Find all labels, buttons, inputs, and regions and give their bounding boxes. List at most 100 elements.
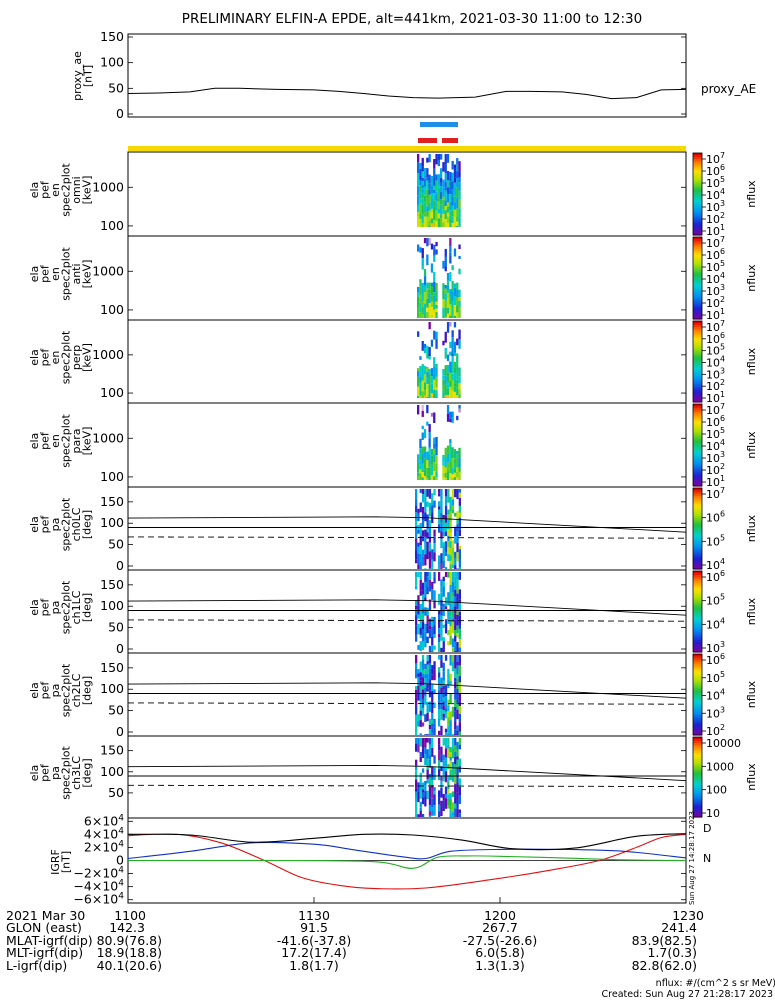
spectrogram-cell bbox=[451, 160, 454, 170]
spectrogram-cell bbox=[423, 195, 427, 202]
spectrogram-cell bbox=[428, 506, 432, 511]
colorbar-frame bbox=[692, 152, 703, 236]
y-tick-label: 0 bbox=[116, 853, 124, 868]
y-tick-label: 100 bbox=[100, 302, 124, 317]
spectrogram-cell bbox=[453, 367, 457, 374]
spectrogram-cell bbox=[451, 655, 455, 662]
spectrogram-cell bbox=[438, 572, 441, 581]
spectrogram-cell bbox=[447, 679, 450, 689]
spectrogram-cell bbox=[449, 473, 452, 480]
spectrogram-cell bbox=[431, 623, 434, 627]
spectrogram-cell bbox=[442, 385, 445, 391]
spectrogram-cell bbox=[428, 734, 432, 735]
y-axis-label-line: ela bbox=[28, 516, 41, 533]
spectrogram-cell bbox=[421, 405, 424, 411]
spectrogram-cell bbox=[419, 801, 422, 808]
y-axis-label-line: [deg] bbox=[80, 676, 93, 705]
colorbar-segment bbox=[693, 175, 702, 179]
spectrogram-cell bbox=[442, 454, 445, 463]
y-axis-label-line: ela bbox=[28, 765, 41, 782]
spectrogram-cell bbox=[437, 209, 440, 214]
colorbar-segment bbox=[693, 455, 702, 458]
spectrogram-cell bbox=[424, 581, 427, 588]
x-axis-cell: 6.0(5.8) bbox=[475, 945, 525, 960]
spectrogram-cell bbox=[423, 269, 427, 277]
spectrogram-cell bbox=[419, 701, 422, 711]
spectrogram-cell bbox=[415, 505, 418, 513]
colorbar-segment bbox=[693, 257, 702, 261]
spectrogram-cell bbox=[444, 173, 447, 182]
spectrogram-cell bbox=[451, 365, 454, 374]
spectrogram-cell bbox=[428, 759, 432, 769]
spectrogram-cell bbox=[447, 725, 450, 735]
spectrogram-cell bbox=[430, 301, 434, 307]
spectrogram-cell bbox=[456, 699, 459, 705]
y-axis-label-line: spec2plot bbox=[59, 414, 72, 468]
spectrogram-cell bbox=[415, 605, 418, 610]
spectrogram-cell bbox=[442, 179, 445, 188]
spectrogram-cell bbox=[438, 804, 441, 812]
spectrogram-cell bbox=[415, 813, 418, 817]
spectrogram-cell bbox=[428, 478, 431, 480]
colorbar-segment bbox=[693, 312, 702, 316]
spectrogram-cell bbox=[431, 733, 434, 735]
colorbar-segment bbox=[693, 662, 702, 665]
spectrogram-cell bbox=[451, 189, 454, 197]
spectrogram-cell bbox=[451, 291, 454, 301]
y-tick-label: 100 bbox=[100, 681, 124, 696]
spectrogram-cell bbox=[447, 592, 450, 603]
colorbar-frame bbox=[692, 736, 703, 818]
spectrogram-cell bbox=[449, 289, 452, 293]
colorbar-segment bbox=[693, 206, 702, 209]
spectrogram-cell bbox=[458, 589, 461, 600]
spectrogram-cell bbox=[453, 449, 457, 459]
spectrogram-cell bbox=[417, 744, 420, 753]
colorbar-segment bbox=[693, 399, 702, 403]
spectrogram-cell bbox=[449, 548, 452, 556]
spectrogram-cell bbox=[447, 764, 450, 769]
spectrogram-cell bbox=[440, 563, 443, 569]
spectrogram-cell bbox=[453, 469, 457, 473]
colorbar-segment bbox=[693, 564, 702, 568]
spectrogram-cell bbox=[454, 688, 457, 700]
spectrogram-cell bbox=[417, 814, 420, 817]
spectrogram-cell bbox=[426, 501, 429, 507]
spectrogram-cell bbox=[421, 380, 424, 392]
colorbar-tick-label: 101 bbox=[706, 307, 725, 322]
spectrogram-cell bbox=[451, 315, 454, 318]
colorbar-segment bbox=[693, 688, 702, 692]
colorbar-segment bbox=[693, 347, 702, 350]
spectrogram-cell bbox=[428, 655, 432, 664]
colorbar-segment bbox=[693, 694, 702, 698]
spectrogram-cell bbox=[440, 780, 443, 788]
spectrogram-cell bbox=[451, 447, 454, 459]
y-axis-label-line: ch1LC bbox=[70, 590, 83, 624]
spectrogram-cell bbox=[417, 542, 420, 547]
spectrogram-cell bbox=[449, 635, 452, 645]
colorbar-segment bbox=[693, 483, 702, 487]
y-axis-label-line: [nT] bbox=[59, 851, 72, 873]
spectrogram-cell bbox=[456, 609, 459, 615]
colorbar-segment bbox=[693, 442, 702, 446]
spectrogram-cell bbox=[451, 210, 454, 217]
y-axis-label-line: pef bbox=[38, 180, 51, 199]
colorbar-segment bbox=[693, 524, 702, 528]
spectrogram-cell bbox=[456, 451, 459, 455]
x-axis-cell: 1130 bbox=[298, 908, 330, 923]
spectrogram-cell bbox=[453, 283, 457, 288]
spectrogram-cell bbox=[442, 519, 445, 524]
spectrogram-cell bbox=[417, 476, 420, 480]
spectrogram-cell bbox=[454, 797, 457, 804]
spectrogram-cell bbox=[426, 615, 429, 624]
spectrogram-cell bbox=[451, 775, 455, 782]
spectrogram-cell bbox=[433, 193, 436, 201]
y-axis-label-line: ela bbox=[28, 599, 41, 616]
proxy-ae-line bbox=[127, 87, 687, 100]
spectrogram-cell bbox=[453, 352, 457, 356]
colorbar-segment bbox=[693, 773, 702, 776]
colorbar-segment bbox=[693, 275, 702, 279]
spectrogram-cell bbox=[430, 475, 434, 480]
spectrogram-cell bbox=[419, 502, 422, 513]
spectrogram-cell bbox=[419, 720, 422, 727]
spectrogram-cell bbox=[444, 348, 447, 352]
